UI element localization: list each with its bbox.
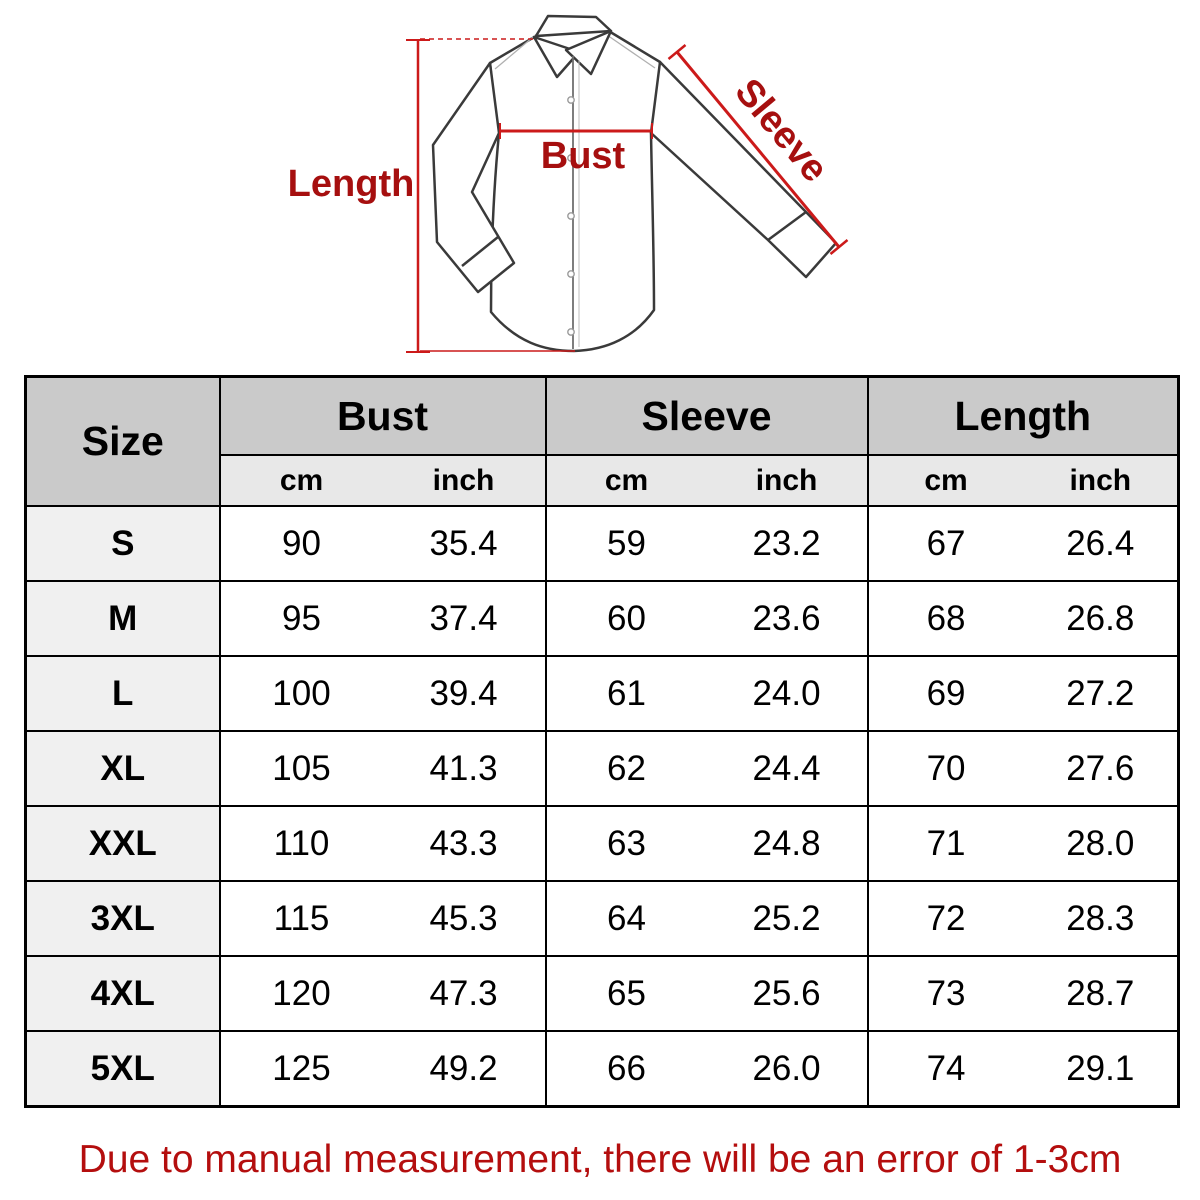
length-inch-cell: 27.6	[1023, 730, 1179, 806]
sleeve-measure-tick-top	[667, 44, 687, 60]
bust-cm-cell: 115	[218, 880, 383, 956]
table-row: XXL 110 43.3 63 24.8 71 28.0	[25, 805, 1179, 881]
collar-flap-left	[532, 35, 581, 79]
size-cell: L	[25, 655, 220, 731]
sleeve-cm-cell: 66	[544, 1030, 707, 1107]
unit-header-sleeve-inch: inch	[706, 454, 868, 506]
sleeve-inch-cell: 24.8	[706, 805, 868, 881]
col-header-length: Length	[866, 375, 1179, 455]
bust-label: Bust	[541, 135, 626, 177]
sleeve-measure-line	[675, 51, 841, 248]
unit-header-sleeve-cm: cm	[544, 454, 707, 506]
sleeve-inch-cell: 26.0	[706, 1030, 868, 1107]
sleeve-inch-cell: 25.2	[706, 880, 868, 956]
sleeve-inch-cell: 23.6	[706, 580, 868, 656]
button	[567, 328, 575, 336]
table-units-row: cm inch cm inch cm inch	[26, 454, 1179, 506]
button	[567, 96, 575, 104]
unit-header-bust-cm: cm	[218, 454, 383, 506]
sleeve-inch-cell: 24.4	[706, 730, 868, 806]
table-row: M 95 37.4 60 23.6 68 26.8	[25, 580, 1179, 656]
bust-inch-cell: 41.3	[382, 730, 546, 806]
sleeve-cm-cell: 60	[544, 580, 707, 656]
bust-cm-cell: 110	[218, 805, 383, 881]
button	[567, 154, 575, 162]
length-inch-cell: 28.7	[1023, 955, 1179, 1031]
length-cm-cell: 68	[866, 580, 1024, 656]
col-header-bust: Bust	[218, 375, 546, 455]
sleeve-cm-cell: 65	[544, 955, 707, 1031]
left-sleeve	[431, 61, 516, 294]
length-inch-cell: 28.0	[1023, 805, 1179, 881]
length-inch-cell: 28.3	[1023, 880, 1179, 956]
shirt-body-outline	[488, 28, 662, 353]
unit-header-bust-inch: inch	[382, 454, 546, 506]
length-inch-cell: 29.1	[1023, 1030, 1179, 1107]
size-cell: 4XL	[25, 955, 220, 1031]
bust-inch-cell: 47.3	[382, 955, 546, 1031]
size-cell: 3XL	[25, 880, 220, 956]
col-header-sleeve: Sleeve	[544, 375, 868, 455]
length-inch-cell: 27.2	[1023, 655, 1179, 731]
table-row: 5XL 125 49.2 66 26.0 74 29.1	[25, 1030, 1179, 1107]
table-row: 4XL 120 47.3 65 25.6 73 28.7	[25, 955, 1179, 1031]
size-cell: 5XL	[25, 1030, 220, 1107]
collar-back	[534, 14, 613, 38]
size-cell: S	[25, 505, 220, 581]
sleeve-inch-cell: 24.0	[706, 655, 868, 731]
button	[567, 212, 575, 220]
size-cell: XL	[25, 730, 220, 806]
length-inch-cell: 26.4	[1023, 505, 1179, 581]
shirt-measurement-diagram: Length Bust Sleeve	[288, 14, 849, 353]
sleeve-inch-cell: 23.2	[706, 505, 868, 581]
col-header-size: Size	[25, 375, 220, 506]
unit-header-length-cm: cm	[866, 454, 1024, 506]
size-cell: M	[25, 580, 220, 656]
table-header-row: Size Bust Sleeve Length	[25, 375, 1179, 506]
unit-header-length-inch: inch	[1023, 454, 1179, 506]
table-row: L 100 39.4 61 24.0 69 27.2	[25, 655, 1179, 731]
sleeve-cm-cell: 63	[544, 805, 707, 881]
sleeve-cm-cell: 59	[544, 505, 707, 581]
length-cm-cell: 67	[866, 505, 1024, 581]
bust-cm-cell: 125	[218, 1030, 383, 1107]
sleeve-inch-cell: 25.6	[706, 955, 868, 1031]
sleeve-cm-cell: 64	[544, 880, 707, 956]
bust-cm-cell: 95	[218, 580, 383, 656]
right-cuff-seam	[767, 210, 807, 242]
size-cell: XXL	[25, 805, 220, 881]
sleeve-cm-cell: 62	[544, 730, 707, 806]
bust-inch-cell: 45.3	[382, 880, 546, 956]
bust-inch-cell: 43.3	[382, 805, 546, 881]
table-row: 3XL 115 45.3 64 25.2 72 28.3	[25, 880, 1179, 956]
size-table: Size Bust Sleeve Length cm inch cm inch …	[24, 375, 1181, 1108]
left-cuff-seam	[461, 236, 499, 267]
bust-inch-cell: 49.2	[382, 1030, 546, 1107]
bust-inch-cell: 39.4	[382, 655, 546, 731]
bust-cm-cell: 120	[218, 955, 383, 1031]
length-cm-cell: 70	[866, 730, 1024, 806]
bust-cm-cell: 100	[218, 655, 383, 731]
length-cm-cell: 72	[866, 880, 1024, 956]
shoulder-seam-right	[606, 34, 656, 69]
length-cm-cell: 74	[866, 1030, 1024, 1107]
bust-inch-cell: 37.4	[382, 580, 546, 656]
button	[567, 270, 575, 278]
sleeve-measure-tick-bottom	[829, 239, 849, 255]
length-inch-cell: 26.8	[1023, 580, 1179, 656]
length-cm-cell: 69	[866, 655, 1024, 731]
length-cm-cell: 71	[866, 805, 1024, 881]
size-table-body: S 90 35.4 59 23.2 67 26.4 M 95 37.4 60 23.6 68 26.8 L 1…	[25, 505, 1179, 1107]
bust-cm-cell: 90	[218, 505, 383, 581]
bust-cm-cell: 105	[218, 730, 383, 806]
length-cm-cell: 73	[866, 955, 1024, 1031]
length-label: Length	[288, 163, 415, 205]
table-row: S 90 35.4 59 23.2 67 26.4	[25, 505, 1179, 581]
table-row: XL 105 41.3 62 24.4 70 27.6	[25, 730, 1179, 806]
measurement-error-note: Due to manual measurement, there will be…	[78, 1138, 1122, 1181]
shoulder-seam-left	[494, 31, 540, 70]
bust-inch-cell: 35.4	[382, 505, 546, 581]
sleeve-cm-cell: 61	[544, 655, 707, 731]
